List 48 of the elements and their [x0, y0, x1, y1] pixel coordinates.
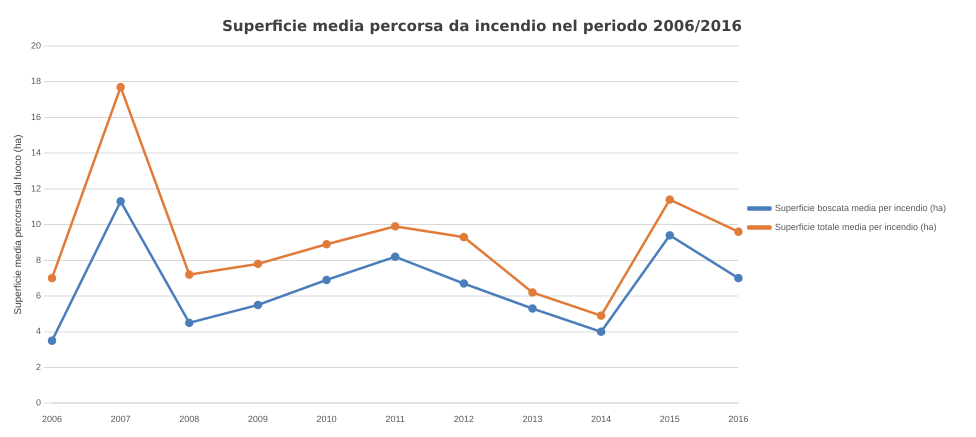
point	[596, 311, 606, 320]
y-tick-label: 16	[30, 112, 42, 122]
point	[390, 252, 400, 261]
point	[185, 318, 194, 328]
y-tick-label: 12	[30, 183, 42, 194]
point	[666, 195, 674, 204]
y-tick-label: 0	[36, 398, 42, 408]
point	[528, 288, 537, 297]
x-tick-label: 2008	[179, 414, 200, 424]
point	[596, 328, 606, 336]
x-tick-label: 2006	[42, 414, 62, 424]
point	[322, 276, 331, 284]
point	[734, 227, 743, 236]
point	[528, 304, 537, 313]
point	[254, 300, 262, 310]
point	[734, 274, 743, 282]
legend-label: Superficie boscata media per incendio (ha)	[774, 202, 946, 213]
legend-label: Superficie totale media per incendio (ha)	[774, 222, 936, 232]
point	[254, 260, 262, 268]
point	[116, 82, 125, 92]
x-tick-label: 2012	[454, 414, 474, 424]
x-tick-label: 2015	[660, 414, 680, 424]
point	[116, 197, 125, 206]
point	[666, 231, 674, 240]
chart-title: Superficie media percorsa da incendio nel periodo 2006/2016	[222, 16, 742, 35]
y-tick-label: 2	[36, 362, 42, 372]
y-tick-label: 20	[30, 40, 42, 50]
point	[185, 270, 194, 279]
x-tick-label: 2007	[110, 414, 131, 424]
y-axis-title: Superficie media percorsa dal fuoco (ha)	[12, 134, 24, 315]
x-tick-label: 2013	[522, 414, 542, 424]
x-tick-label: 2009	[248, 414, 268, 424]
y-tick-label: 14	[30, 148, 42, 158]
point	[460, 279, 468, 288]
y-tick-label: 10	[30, 219, 42, 230]
point	[48, 274, 56, 282]
x-tick-label: 2014	[591, 414, 612, 424]
x-tick-label: 2011	[386, 414, 405, 424]
point	[460, 232, 468, 242]
x-tick-label: 2010	[316, 414, 337, 424]
point	[322, 240, 331, 248]
y-tick-label: 8	[36, 254, 42, 265]
x-tick-label: 2016	[728, 414, 748, 424]
y-tick-label: 6	[36, 290, 42, 301]
point	[48, 336, 56, 345]
point	[390, 222, 400, 231]
y-tick-label: 4	[36, 326, 42, 336]
y-tick-label: 18	[30, 76, 42, 86]
